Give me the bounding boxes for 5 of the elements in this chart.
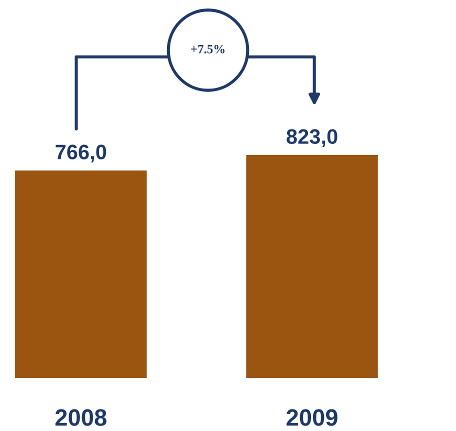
data-label: 823,0 bbox=[286, 129, 338, 147]
x-tick-label: 2008 bbox=[55, 409, 106, 426]
data-label: 766,0 bbox=[56, 144, 106, 162]
text: +7.5% bbox=[191, 44, 224, 54]
x-tick-label: 2009 bbox=[286, 409, 338, 426]
